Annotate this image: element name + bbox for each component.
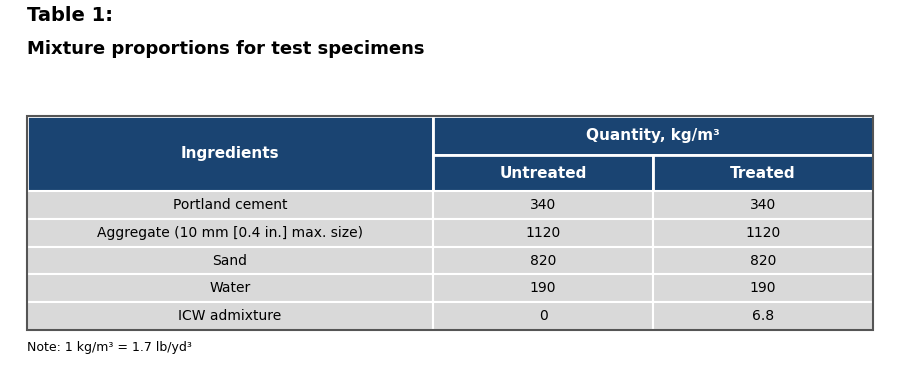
Text: 340: 340 [750, 198, 776, 212]
Bar [433, 116, 873, 155]
Bar [653, 247, 873, 274]
Text: 820: 820 [530, 254, 556, 268]
Text: ICW admixture: ICW admixture [178, 309, 282, 323]
Bar [433, 302, 653, 330]
Text: 1120: 1120 [526, 226, 561, 240]
Bar [653, 219, 873, 247]
Bar [27, 247, 433, 274]
Text: 0: 0 [539, 309, 547, 323]
Text: Untreated: Untreated [500, 166, 587, 181]
Bar [653, 302, 873, 330]
Text: Treated: Treated [730, 166, 796, 181]
Bar [653, 191, 873, 219]
Text: Ingredients: Ingredients [181, 146, 279, 161]
Bar [653, 274, 873, 302]
Bar [27, 116, 433, 191]
Text: 6.8: 6.8 [752, 309, 774, 323]
Text: 340: 340 [530, 198, 556, 212]
Text: Sand: Sand [212, 254, 248, 268]
Text: Note: 1 kg/m³ = 1.7 lb/yd³: Note: 1 kg/m³ = 1.7 lb/yd³ [27, 341, 192, 354]
Bar [27, 116, 873, 330]
Text: 820: 820 [750, 254, 776, 268]
Text: Table 1:: Table 1: [27, 6, 113, 25]
Text: 190: 190 [530, 281, 556, 295]
Bar [27, 219, 433, 247]
Text: Mixture proportions for test specimens: Mixture proportions for test specimens [27, 40, 425, 58]
Bar [27, 302, 433, 330]
Text: Aggregate (10 mm [0.4 in.] max. size): Aggregate (10 mm [0.4 in.] max. size) [97, 226, 363, 240]
Text: Quantity, kg/m³: Quantity, kg/m³ [586, 128, 720, 143]
Text: 190: 190 [750, 281, 777, 295]
Text: Portland cement: Portland cement [173, 198, 287, 212]
Bar [433, 247, 653, 274]
Bar [433, 274, 653, 302]
Bar [433, 219, 653, 247]
Bar [27, 274, 433, 302]
Text: 1120: 1120 [745, 226, 780, 240]
Bar [433, 155, 653, 191]
Text: Water: Water [210, 281, 251, 295]
Bar [27, 191, 433, 219]
Bar [433, 191, 653, 219]
Bar [653, 155, 873, 191]
